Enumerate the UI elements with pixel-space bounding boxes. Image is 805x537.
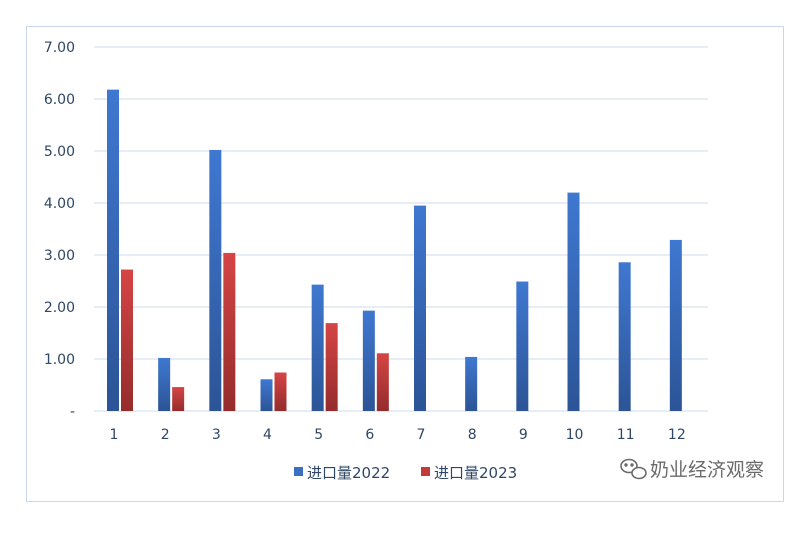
legend-swatch-2022 [294, 467, 303, 476]
x-tick-label: 11 [617, 427, 635, 443]
x-tick-label: 12 [668, 427, 686, 443]
bar-2023-1 [121, 269, 133, 411]
bar-2022-9 [516, 281, 529, 411]
bar-2022-12 [669, 239, 682, 411]
y-tick-label: 2.00 [44, 300, 75, 316]
bar-2023-6 [376, 353, 389, 411]
chart-frame [26, 26, 784, 502]
y-tick-label: 7.00 [44, 40, 75, 56]
legend-swatch-2023 [421, 467, 430, 476]
bar-2023-5 [325, 323, 338, 411]
x-tick-label: 5 [314, 427, 323, 443]
watermark-text: 奶业经济观察 [650, 459, 764, 481]
x-tick-label: 8 [468, 427, 477, 443]
grid-lines [94, 46, 708, 412]
bars [107, 89, 682, 411]
legend: 进口量2022 进口量2023 [294, 464, 517, 482]
x-tick-label: 7 [417, 427, 426, 443]
x-tick-label: 6 [365, 427, 374, 443]
bar-2022-3 [209, 149, 222, 411]
bar-2022-10 [567, 192, 580, 411]
bar-2022-4 [260, 379, 273, 411]
legend-label-2023: 进口量2023 [434, 464, 517, 482]
x-tick-label: 3 [212, 427, 221, 443]
legend-label-2022: 进口量2022 [307, 464, 390, 482]
y-tick-label: - [70, 404, 75, 420]
x-tick-label: 10 [566, 427, 584, 443]
x-tick-label: 9 [519, 427, 528, 443]
bar-2022-7 [414, 205, 426, 411]
bar-2022-5 [311, 284, 324, 411]
bar-2023-3 [223, 252, 236, 411]
y-tick-label: 3.00 [44, 248, 75, 264]
bar-2022-1 [107, 89, 119, 411]
bar-2023-2 [172, 387, 185, 411]
y-tick-label: 4.00 [44, 196, 75, 212]
bar-2022-2 [158, 357, 171, 411]
x-tick-label: 1 [110, 427, 119, 443]
watermark: 奶业经济观察 [620, 458, 764, 481]
bar-2022-11 [618, 262, 631, 411]
y-tick-label: 5.00 [44, 144, 75, 160]
tick-labels: -1.002.003.004.005.006.007.001 2 3 4 5 6 7 8 9 10… [44, 40, 686, 443]
bar-2022-6 [362, 310, 375, 411]
y-tick-label: 1.00 [44, 352, 75, 368]
bar-2022-8 [465, 356, 478, 411]
x-tick-label: 4 [263, 427, 272, 443]
wechat-icon [620, 458, 647, 480]
bar-2023-4 [274, 372, 287, 411]
y-tick-label: 6.00 [44, 92, 75, 108]
x-tick-label: 2 [161, 427, 170, 443]
